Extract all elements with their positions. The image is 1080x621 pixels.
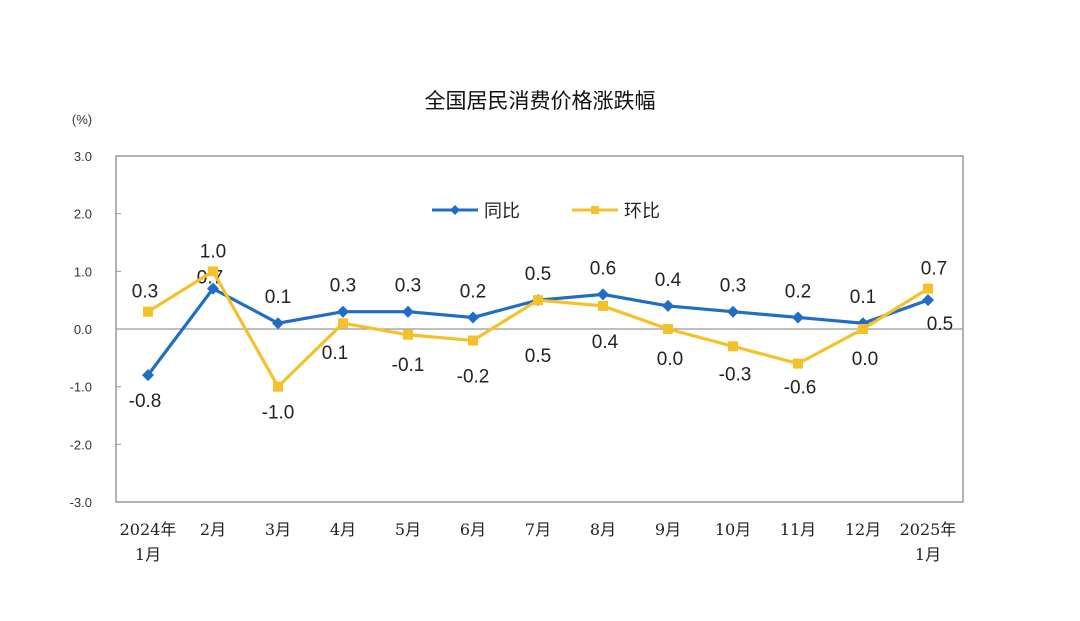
data-point	[467, 311, 479, 324]
data-label: 0.5	[525, 264, 551, 285]
data-label: 0.2	[785, 281, 811, 302]
x-tick-label: 7月	[525, 520, 551, 539]
data-label: 0.5	[525, 346, 551, 367]
y-tick-label: 3.0	[74, 149, 92, 164]
x-tick-label: 12月	[845, 520, 881, 539]
x-tick-label: 3月	[265, 520, 291, 539]
x-tick-label: 2024年	[120, 520, 177, 539]
series-0: -0.8 0.7 0.1 0.3 0.3 0.2 0.5 0.6 0.4 0.3 0.2 0.1 0.5	[129, 258, 954, 412]
data-point	[272, 317, 284, 330]
data-label: 0.3	[132, 282, 158, 303]
x-tick-label: 2月	[200, 520, 226, 539]
legend-marker	[591, 206, 599, 214]
data-point	[923, 283, 933, 294]
y-axis-unit: (%)	[72, 112, 92, 127]
x-tick-label: 10月	[715, 520, 751, 539]
data-point	[402, 305, 414, 318]
data-label: 0.6	[590, 258, 616, 279]
data-point	[597, 288, 609, 301]
data-point	[468, 335, 478, 346]
data-label: 0.4	[592, 332, 619, 353]
data-label: 0.0	[657, 349, 683, 370]
chart-title: 全国居民消费价格涨跌幅	[425, 89, 656, 113]
data-label: 0.3	[330, 276, 356, 297]
data-point	[143, 306, 153, 317]
legend-label: 同比	[484, 201, 520, 222]
x-tick-label: 1月	[915, 545, 941, 564]
data-point	[403, 329, 413, 340]
y-tick-label: -2.0	[70, 437, 92, 452]
data-point	[338, 318, 348, 329]
data-label: 0.3	[395, 276, 421, 297]
data-label: 0.2	[460, 281, 486, 302]
data-point	[598, 300, 608, 311]
data-point	[533, 295, 543, 306]
data-label: 0.0	[852, 349, 878, 370]
data-label: -1.0	[262, 403, 295, 424]
data-label: 0.1	[265, 287, 291, 308]
legend-marker	[450, 205, 460, 215]
data-label: 0.7	[921, 259, 947, 280]
x-tick-label: 9月	[655, 520, 681, 539]
data-point	[337, 305, 349, 318]
data-point	[793, 358, 803, 369]
data-label: 0.1	[850, 287, 876, 308]
data-label: 0.5	[927, 314, 953, 335]
data-label: -0.6	[784, 378, 817, 399]
data-point	[208, 266, 218, 277]
x-tick-label: 2025年	[900, 520, 957, 539]
data-point	[207, 282, 219, 295]
data-point	[922, 294, 934, 307]
data-label: -0.3	[719, 364, 752, 385]
x-tick-label: 8月	[590, 520, 616, 539]
data-label: -0.1	[392, 355, 425, 376]
data-point	[273, 381, 283, 392]
data-label: -0.2	[457, 367, 490, 388]
y-tick-label: 2.0	[74, 207, 92, 222]
data-point	[142, 369, 154, 382]
data-point	[858, 324, 868, 334]
x-tick-label: 6月	[460, 520, 486, 539]
y-tick-label: 0.0	[74, 322, 92, 337]
data-point	[662, 299, 674, 312]
y-tick-label: -1.0	[70, 380, 92, 395]
data-point	[728, 341, 738, 352]
x-tick-label: 4月	[330, 520, 356, 539]
data-label: 0.3	[720, 276, 746, 297]
x-tick-label: 1月	[135, 545, 161, 564]
data-point	[727, 305, 739, 318]
data-point	[792, 311, 804, 324]
y-tick-label: 1.0	[74, 264, 92, 279]
x-tick-label: 5月	[395, 520, 421, 539]
data-point	[663, 324, 673, 334]
data-label: 0.1	[322, 343, 348, 364]
series-1: 0.3 1.0 -1.0 0.1 -0.1 -0.2 0.5 0.4 0.0 -0.3 -0.6 0.…	[132, 241, 947, 423]
data-label: 1.0	[200, 241, 226, 262]
y-tick-label: -3.0	[70, 495, 92, 510]
data-label: 0.4	[655, 270, 682, 291]
data-label: -0.8	[129, 391, 162, 412]
legend-label: 环比	[624, 201, 660, 222]
x-tick-label: 11月	[780, 520, 816, 539]
